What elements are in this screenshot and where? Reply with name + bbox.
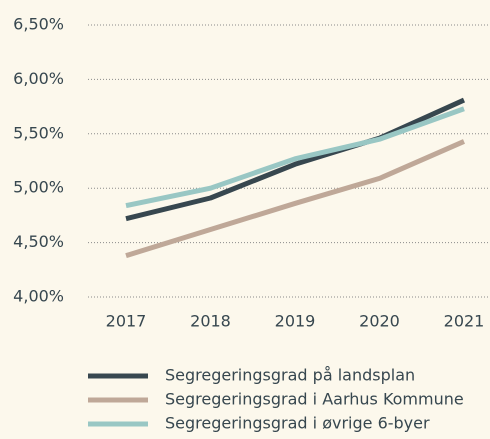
series-line xyxy=(125,97,466,222)
x-tick-label: 2019 xyxy=(275,312,316,331)
series-line xyxy=(125,106,465,209)
y-tick-label: 6,00% xyxy=(13,69,64,88)
x-tick-label: 2017 xyxy=(106,312,147,331)
x-tick-label: 2018 xyxy=(190,312,231,331)
y-tick-label: 5,50% xyxy=(13,123,64,142)
legend-label: Segregeringsgrad i øvrige 6-byer xyxy=(165,414,430,433)
series-line xyxy=(125,139,466,259)
y-tick-label: 4,00% xyxy=(13,287,64,306)
y-tick-label: 6,50% xyxy=(13,15,64,34)
x-tick-label: 2020 xyxy=(359,312,400,331)
legend: Segregeringsgrad på landsplan Segregering… xyxy=(88,366,464,433)
x-tick-label: 2021 xyxy=(444,312,485,331)
y-tick-label: 5,00% xyxy=(13,178,64,197)
legend-label: Segregeringsgrad på landsplan xyxy=(165,366,415,385)
y-tick-label: 4,50% xyxy=(13,232,64,251)
legend-label: Segregeringsgrad i Aarhus Kommune xyxy=(165,390,464,409)
